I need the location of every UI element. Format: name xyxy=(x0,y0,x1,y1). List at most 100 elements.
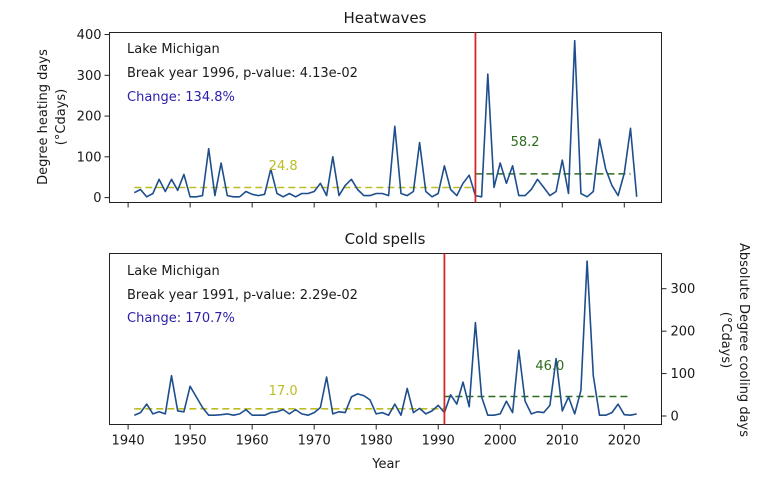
cold-spells-data-point xyxy=(338,411,339,412)
cold-spells-data-point xyxy=(388,415,389,416)
heatwaves-data-point xyxy=(345,185,346,186)
cold-spells-data-point xyxy=(314,412,315,413)
heatwaves-x-ticks xyxy=(127,202,625,208)
heatwaves-data-point xyxy=(140,189,141,190)
cold-spells-ytick-label: 300 xyxy=(671,282,696,297)
cold-spells-data-point xyxy=(400,415,401,416)
cold-spells-data-point xyxy=(630,415,631,416)
cold-spells-xtick-label: 1950 xyxy=(174,434,207,449)
heatwaves-after-mean-label: 58.2 xyxy=(511,135,540,150)
heatwaves-change-label: Change: 134.8% xyxy=(127,90,235,105)
heatwaves-data-point xyxy=(146,196,147,197)
heatwaves-title: Heatwaves xyxy=(344,9,427,27)
cold-spells-data-point xyxy=(196,396,197,397)
cold-spells-data-point xyxy=(425,413,426,414)
heatwaves-data-point xyxy=(202,195,203,196)
heatwaves-data-point xyxy=(227,195,228,196)
cold-spells-data-point xyxy=(506,401,507,402)
heatwaves-break-label: Break year 1996, p-value: 4.13e-02 xyxy=(127,66,358,81)
cold-spells-data-point xyxy=(407,388,408,389)
cold-spells-after-mean-label: 46.0 xyxy=(535,359,564,374)
heatwaves-data-point xyxy=(611,185,612,186)
cold-spells-y-axis-label: Absolute Degree cooling days (°Cdays) xyxy=(718,243,751,437)
cold-spells-data-point xyxy=(413,412,414,413)
cold-spells-data-point xyxy=(252,415,253,416)
cold-spells-ylabel-line-2: (°Cdays) xyxy=(718,312,733,368)
heatwaves-data-point xyxy=(382,193,383,194)
heatwaves-data-point xyxy=(431,196,432,197)
heatwaves-data-point xyxy=(450,189,451,190)
cold-spells-data-point xyxy=(376,413,377,414)
heatwaves-y-axis-label: Degree heating days (°Cdays) xyxy=(36,49,69,185)
cold-spells-data-point xyxy=(152,413,153,414)
cold-spells-data-point xyxy=(171,375,172,376)
cold-spells-data-point xyxy=(227,413,228,414)
heatwaves-ytick-label: 100 xyxy=(77,150,102,165)
heatwaves-before-mean-label: 24.8 xyxy=(269,159,298,174)
cold-spells-series-line xyxy=(133,260,637,417)
heatwaves-y-ticks: 0 100 200 300 400 xyxy=(77,28,110,206)
cold-spells-data-point xyxy=(475,322,476,323)
heatwaves-ytick-label: 400 xyxy=(77,28,102,43)
heatwaves-data-point xyxy=(357,189,358,190)
heatwaves-data-point xyxy=(568,193,569,194)
cold-spells-xtick-label: 2010 xyxy=(546,434,579,449)
cold-spells-ytick-label: 200 xyxy=(671,325,696,340)
cold-spells-data-point xyxy=(214,415,215,416)
cold-spells-data-point xyxy=(493,415,494,416)
heatwaves-marks: 24.8 58.2 xyxy=(133,32,638,203)
cold-spells-before-mean-label: 17.0 xyxy=(269,384,298,399)
heatwaves-ytick-label: 0 xyxy=(93,191,101,206)
cold-spells-data-point xyxy=(134,415,135,416)
heatwaves-data-point xyxy=(394,126,395,127)
cold-spells-data-point xyxy=(543,412,544,413)
heatwaves-data-point xyxy=(289,193,290,194)
cold-spells-data-point xyxy=(438,405,439,406)
heatwaves-data-point xyxy=(264,194,265,195)
cold-spells-data-point xyxy=(295,409,296,410)
cold-spells-data-point xyxy=(165,413,166,414)
heatwaves-data-point xyxy=(407,195,408,196)
heatwaves-data-point xyxy=(190,196,191,197)
cold-spells-break-label: Break year 1991, p-value: 2.29e-02 xyxy=(127,288,358,303)
cold-spells-data-point xyxy=(500,413,501,414)
heatwaves-data-point xyxy=(159,179,160,180)
cold-spells-xtick-label: 2020 xyxy=(608,434,641,449)
cold-spells-data-point xyxy=(636,413,637,414)
cold-spells-data-point xyxy=(351,396,352,397)
heatwaves-data-point xyxy=(165,191,166,192)
cold-spells-data-point xyxy=(537,411,538,412)
heatwaves-data-point xyxy=(624,173,625,174)
cold-spells-data-point xyxy=(605,415,606,416)
heatwaves-data-point xyxy=(276,193,277,194)
cold-spells-data-point xyxy=(221,414,222,415)
cold-spells-data-point xyxy=(177,410,178,411)
heatwaves-data-point xyxy=(630,128,631,129)
heatwaves-ytick-label: 300 xyxy=(77,69,102,84)
heatwaves-data-point xyxy=(307,193,308,194)
cold-spells-data-point xyxy=(283,409,284,410)
heatwaves-data-point xyxy=(537,179,538,180)
cold-spells-data-point xyxy=(586,261,587,262)
heatwaves-data-point xyxy=(518,195,519,196)
cold-spells-xtick-label: 1940 xyxy=(112,434,145,449)
cold-spells-data-point xyxy=(202,407,203,408)
cold-spells-ylabel-line-1: Absolute Degree cooling days xyxy=(736,243,751,437)
heatwaves-data-point xyxy=(636,196,637,197)
cold-spells-data-point xyxy=(512,412,513,413)
heatwaves-data-point xyxy=(543,187,544,188)
heatwaves-data-point xyxy=(283,196,284,197)
heatwaves-data-point xyxy=(208,148,209,149)
cold-spells-xtick-label: 1990 xyxy=(422,434,455,449)
cold-spells-y-ticks: 0 100 200 300 xyxy=(661,282,696,425)
heatwaves-data-point xyxy=(388,195,389,196)
heatwaves-data-point xyxy=(239,196,240,197)
heatwaves-data-point xyxy=(196,196,197,197)
cold-spells-data-point xyxy=(611,412,612,413)
heatwaves-data-point xyxy=(314,191,315,192)
heatwaves-data-point xyxy=(233,196,234,197)
heatwaves-ylabel-line-1: Degree heating days xyxy=(36,49,51,185)
heatwaves-ylabel-line-2: (°Cdays) xyxy=(54,89,69,145)
cold-spells-plot-frame xyxy=(109,253,662,425)
cold-spells-data-point xyxy=(332,413,333,414)
